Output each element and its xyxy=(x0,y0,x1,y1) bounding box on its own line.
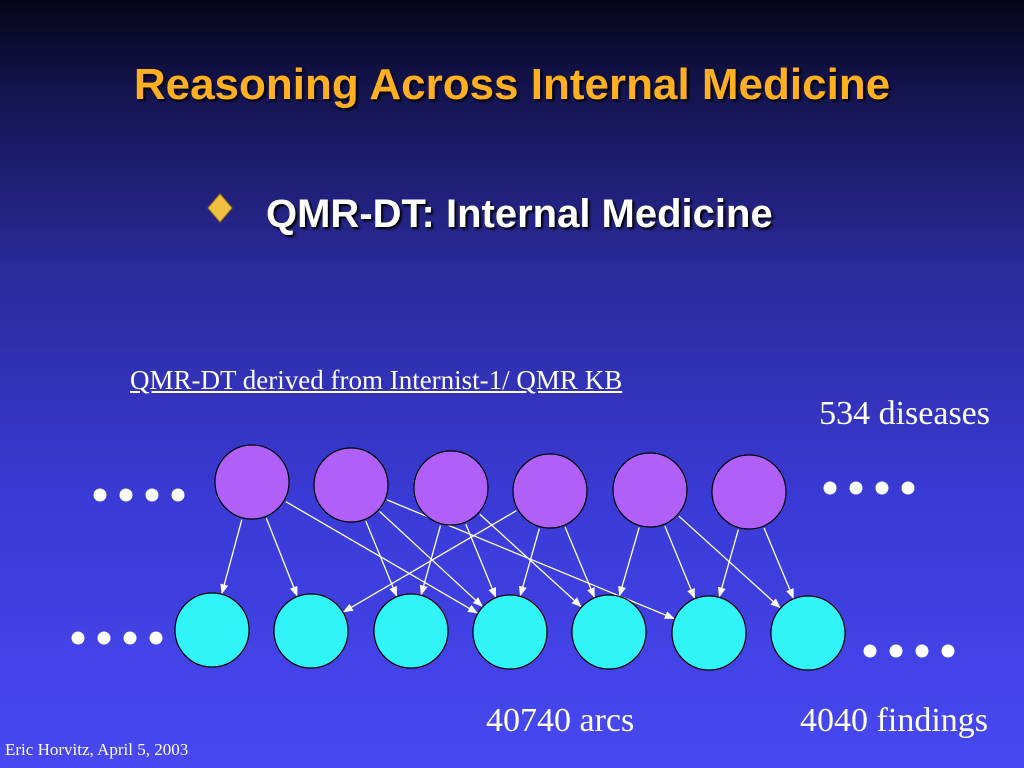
arc-arrow-10 xyxy=(518,528,540,597)
finding-ellipsis-left-dot-3 xyxy=(149,631,163,645)
disease-ellipsis-right-dot-0 xyxy=(823,481,837,495)
disease-node-0 xyxy=(214,444,290,520)
diamond-bullet-icon xyxy=(207,193,233,223)
disease-ellipsis-left-dot-2 xyxy=(145,488,159,502)
finding-ellipsis-right-dot-3 xyxy=(941,644,955,658)
footer-credit: Eric Horvitz, April 5, 2003 xyxy=(5,740,189,759)
finding-node-2 xyxy=(373,593,449,669)
arcs-label: 40740 arcs xyxy=(486,702,635,739)
disease-ellipsis-left-dot-3 xyxy=(171,488,185,502)
arc-arrow-12 xyxy=(618,527,640,597)
disease-ellipsis-right-dot-2 xyxy=(875,481,889,495)
bullet-text: QMR-DT: Internal Medicine xyxy=(266,192,773,236)
finding-node-3 xyxy=(472,594,548,670)
finding-ellipsis-right-dot-1 xyxy=(889,644,903,658)
disease-node-4 xyxy=(612,452,688,528)
diseases-label: 534 diseases xyxy=(819,395,990,432)
finding-ellipsis-right xyxy=(863,644,955,658)
finding-node-0 xyxy=(174,592,250,668)
disease-ellipsis-right-dot-1 xyxy=(849,481,863,495)
arc-arrow-15 xyxy=(717,529,739,598)
disease-node-1 xyxy=(313,447,389,523)
disease-ellipsis-left xyxy=(93,488,185,502)
finding-node-6 xyxy=(770,595,846,671)
disease-node-5 xyxy=(711,454,787,530)
disease-node-2 xyxy=(413,450,489,526)
disease-ellipsis-left-dot-1 xyxy=(119,488,133,502)
arc-arrow-7 xyxy=(465,523,497,598)
arc-arrow-3 xyxy=(365,520,398,597)
arc-arrow-9 xyxy=(342,510,517,613)
disease-ellipsis-right-dot-3 xyxy=(901,481,915,495)
findings-label: 4040 findings xyxy=(800,702,988,739)
finding-node-1 xyxy=(273,593,349,669)
nodes-layer xyxy=(174,444,846,671)
kb-caption: QMR-DT derived from Internist-1/ QMR KB xyxy=(130,365,623,395)
arc-arrow-0 xyxy=(220,519,243,595)
ellipsis-dots-layer xyxy=(71,481,955,658)
disease-ellipsis-left-dot-0 xyxy=(93,488,107,502)
finding-ellipsis-right-dot-2 xyxy=(915,644,929,658)
arc-arrow-16 xyxy=(763,527,794,599)
disease-node-3 xyxy=(512,453,588,529)
arc-arrow-11 xyxy=(564,526,595,598)
finding-ellipsis-left-dot-0 xyxy=(71,631,85,645)
arc-arrow-2 xyxy=(285,501,479,614)
disease-ellipsis-right xyxy=(823,481,915,495)
slide-title: Reasoning Across Internal Medicine xyxy=(133,60,891,109)
arcs-layer xyxy=(220,499,794,620)
finding-node-5 xyxy=(671,595,747,671)
finding-node-4 xyxy=(571,594,647,670)
finding-ellipsis-left-dot-1 xyxy=(97,631,111,645)
finding-ellipsis-left xyxy=(71,631,163,645)
arc-arrow-6 xyxy=(419,525,442,596)
arc-arrow-1 xyxy=(265,518,298,597)
finding-ellipsis-left-dot-2 xyxy=(123,631,137,645)
arc-arrow-13 xyxy=(664,525,696,599)
finding-ellipsis-right-dot-0 xyxy=(863,644,877,658)
